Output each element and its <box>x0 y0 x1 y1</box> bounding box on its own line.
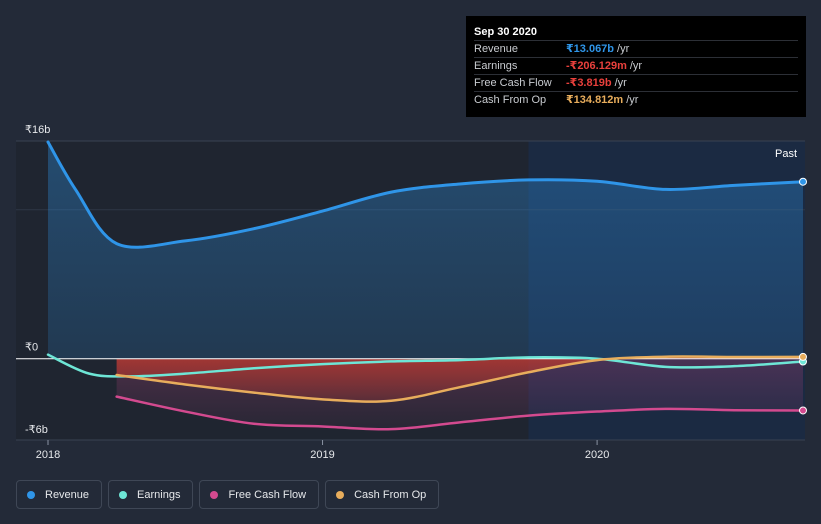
legend-dot-icon <box>210 490 219 499</box>
legend-item-free-cash-flow[interactable]: Free Cash Flow <box>199 480 320 509</box>
x-tick-label: 2018 <box>36 449 60 461</box>
y-tick-label: ₹0 <box>25 342 38 354</box>
tooltip-label: Revenue <box>474 43 519 55</box>
legend: Revenue Earnings Free Cash Flow Cash From O… <box>16 480 440 509</box>
tooltip-value: -₹206.129m <box>566 60 627 72</box>
endpoint-revenue <box>799 177 807 186</box>
tooltip-unit: /yr <box>629 60 643 72</box>
x-tick-label: 2019 <box>310 449 334 461</box>
tooltip-date: Sep 30 2020 <box>474 26 537 38</box>
tooltip-unit: /yr <box>617 43 630 55</box>
tooltip-value: ₹134.812m <box>566 94 624 106</box>
legend-label: Free Cash Flow <box>228 488 307 501</box>
tooltip-label: Earnings <box>474 60 518 72</box>
past-label: Past <box>775 148 797 160</box>
tooltip-panel: Sep 30 2020 Revenue ₹13.067b/yr Earnings -₹… <box>466 16 806 117</box>
line-revenue <box>46 140 805 249</box>
legend-dot-icon <box>336 490 345 499</box>
legend-dot-icon <box>27 490 35 499</box>
legend-item-cash-from-op[interactable]: Cash From Op <box>325 480 440 509</box>
legend-label: Revenue <box>45 488 90 501</box>
tooltip-row: Free Cash Flow -₹3.819b/yr <box>474 74 798 91</box>
x-tick-label: 2020 <box>585 449 609 461</box>
line-free-cash-flow <box>115 395 805 431</box>
endpoint-free-cash-flow <box>799 406 807 415</box>
tooltip-label: Free Cash Flow <box>474 77 552 89</box>
tooltip-unit: /yr <box>614 77 627 89</box>
legend-label: Cash From Op <box>354 488 427 501</box>
y-tick-label: ₹16b <box>25 124 50 136</box>
legend-dot-icon <box>119 490 128 499</box>
tooltip-row: Revenue ₹13.067b/yr <box>474 40 798 57</box>
tooltip-label: Cash From Op <box>474 94 547 106</box>
legend-item-revenue[interactable]: Revenue <box>16 480 103 509</box>
line-cash-from-op <box>115 355 805 403</box>
legend-item-earnings[interactable]: Earnings <box>108 480 194 509</box>
area-cash-from-op <box>116 356 804 402</box>
tooltip-row: Earnings -₹206.129m/yr <box>474 57 798 74</box>
legend-label: Earnings <box>137 488 181 501</box>
tooltip-value: -₹3.819b <box>566 77 612 89</box>
endpoint-cash-from-op <box>799 352 807 361</box>
y-tick-label: -₹6b <box>25 424 48 436</box>
tooltip-value: ₹13.067b <box>566 43 615 55</box>
tooltip-row: Cash From Op ₹134.812m/yr <box>474 91 798 108</box>
tooltip-unit: /yr <box>626 94 639 106</box>
area-revenue <box>48 142 803 359</box>
